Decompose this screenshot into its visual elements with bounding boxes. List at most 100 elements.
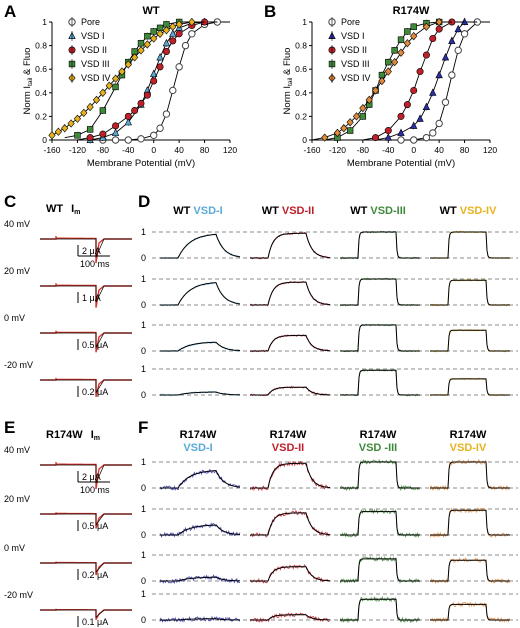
- point-vsd1_mut: [460, 17, 469, 26]
- point-vsd2: [162, 47, 170, 55]
- y-tick-label: 1: [141, 320, 146, 330]
- point-vsd4: [188, 17, 196, 27]
- chart-d: WT VSD-I WT VSD-II WT VSD-III WT VSD-IV0101…: [141, 205, 518, 400]
- column-header-prefix: R174W: [450, 429, 487, 441]
- point-vsd4: [67, 119, 75, 128]
- y-axis-label-main: Norm I: [282, 86, 293, 115]
- fluorescence-fit-vsd1_mut: [160, 618, 240, 621]
- legend-label-vsd3: VSD III: [341, 59, 370, 69]
- fluorescence-trace-vsd4_mut: [429, 507, 510, 539]
- panel-letter-e: E: [4, 418, 16, 437]
- fluorescence-fit-vsd3: [340, 511, 420, 536]
- panel-title-im: I: [71, 203, 74, 215]
- x-tick-label: 80: [200, 145, 210, 155]
- point-pore: [397, 136, 405, 144]
- y-tick-label: 1: [141, 274, 146, 284]
- current-fit: [40, 609, 132, 618]
- point-vsd4: [73, 114, 82, 123]
- point-vsd3: [359, 113, 367, 120]
- legend-label-vsd3: VSD III: [81, 59, 110, 69]
- fluorescence-trace-vsd3: [339, 458, 420, 492]
- point-pore: [162, 110, 171, 118]
- point-vsd4: [54, 127, 62, 136]
- point-vsd4_mut: [403, 39, 411, 48]
- column-header: WT VSD-I: [173, 205, 223, 217]
- point-vsd2: [150, 77, 158, 85]
- y-tick-label: 0: [141, 346, 146, 356]
- fluorescence-trace-vsd3: [339, 555, 420, 585]
- y-tick-label: 0: [141, 530, 146, 540]
- current-fit: [40, 332, 132, 349]
- point-vsd4_mut: [365, 95, 373, 105]
- fluorescence-trace-vsd3: [339, 277, 420, 307]
- panel-title: WT Im: [46, 203, 80, 216]
- y-tick-label: 0: [141, 300, 146, 310]
- point-vsd3: [404, 28, 411, 35]
- point-vsd1_wt: [111, 128, 120, 136]
- fluorescence-fit-vsd1_mut: [160, 470, 241, 489]
- point-vsd1_mut: [416, 114, 424, 122]
- x-tick-label: -40: [382, 145, 395, 155]
- fluorescence-trace-vsd3: [339, 508, 420, 539]
- fluorescence-trace-vsd2: [249, 334, 330, 353]
- column-header-name: VSD-III: [370, 205, 405, 217]
- y-axis-label-main: Norm I: [22, 86, 33, 115]
- point-vsd4: [99, 88, 107, 97]
- y-tick-label: 0: [141, 253, 146, 263]
- legend-label-vsd2: VSD II: [341, 45, 367, 55]
- point-vsd4: [131, 53, 139, 62]
- point-vsd4: [111, 74, 120, 83]
- x-tick-label: 0: [151, 145, 156, 155]
- point-vsd2: [403, 101, 411, 109]
- point-vsd1_mut: [454, 24, 462, 33]
- column-header: WT VSD-II: [262, 205, 315, 217]
- fluorescence-fit-vsd4_mut: [430, 461, 510, 489]
- voltage-label: 40 mV: [4, 219, 30, 229]
- point-vsd2: [156, 63, 164, 71]
- y-tick-label: 0.4: [295, 88, 307, 98]
- point-vsd1_mut: [448, 36, 456, 44]
- y-axis-label-sub: tail: [287, 77, 294, 86]
- point-vsd3: [150, 28, 157, 35]
- x-tick-label: 40: [434, 145, 444, 155]
- fluorescence-trace-vsd2: [249, 280, 330, 307]
- fluorescence-fit-vsd3: [340, 369, 420, 396]
- point-vsd4_mut: [346, 118, 354, 127]
- point-vsd2: [143, 91, 151, 99]
- point-pore: [181, 41, 190, 50]
- point-vsd4: [124, 60, 132, 69]
- point-pore: [137, 135, 145, 143]
- fluorescence-fit-vsd1_mut: [160, 524, 241, 536]
- point-vsd4_mut: [359, 103, 367, 113]
- fluorescence-fit-vsd1_mut: [160, 576, 240, 582]
- fluorescence-trace-vsd4: [429, 328, 510, 353]
- column-header-name: VSD -III: [359, 442, 398, 454]
- point-vsd2: [137, 99, 145, 107]
- column-header-name: VSD-IV: [450, 442, 487, 454]
- point-vsd4: [118, 67, 126, 76]
- chart-c: WT Im 40 mV 2 μA 100 ms 20 mV 1 μA 0 mV 0.5 μA -2…: [4, 203, 132, 397]
- panel-title-im: I: [91, 429, 94, 441]
- scale-bar-label: 0.5 μA: [82, 521, 108, 531]
- point-vsd2: [124, 112, 132, 120]
- legend-label-pore: Pore: [81, 17, 100, 27]
- point-vsd3: [74, 132, 81, 139]
- current-fit: [40, 379, 132, 394]
- y-tick-label: 0: [141, 483, 146, 493]
- chart-title: R174W: [393, 5, 430, 17]
- x-axis-label: Membrane Potential (mV): [347, 158, 455, 169]
- voltage-label: -20 mV: [4, 590, 33, 600]
- x-tick-label: 40: [174, 145, 184, 155]
- current-fit: [40, 285, 132, 303]
- fluorescence-fit-vsd4_mut: [430, 509, 510, 536]
- legend-label-pore: Pore: [341, 17, 360, 27]
- chart-a: WT -160 -120 -80 -40 0 40 80 120 0 0.2 0.4 0.6 0.8 1 Me…: [22, 5, 237, 169]
- fit-line-pore: [90, 21, 230, 141]
- point-vsd4_mut: [340, 124, 348, 133]
- y-tick-label: 0.4: [35, 88, 47, 98]
- scale-bar-label: 0.5 μA: [82, 340, 108, 350]
- fluorescence-fit-vsd2: [250, 614, 330, 621]
- legend-label-vsd1_wt: VSD I: [81, 31, 105, 41]
- point-vsd2: [99, 130, 107, 138]
